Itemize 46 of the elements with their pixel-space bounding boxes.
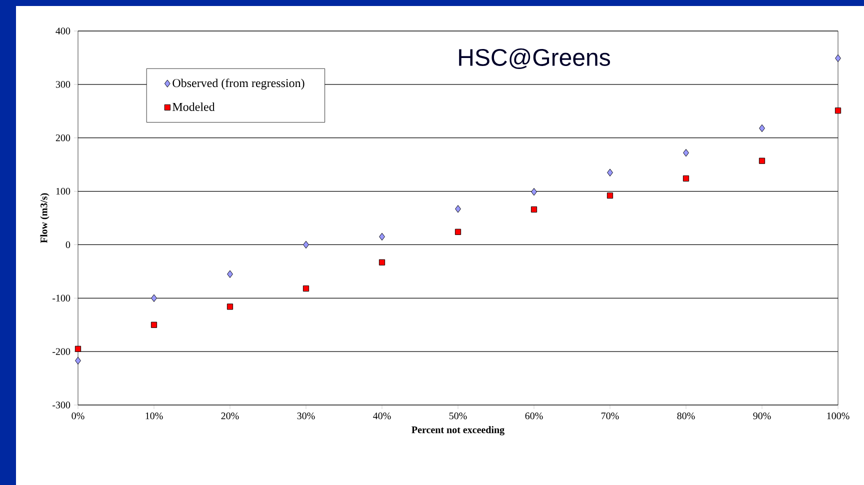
x-tick-label: 10% [146, 412, 163, 420]
x-axis-title: Percent not exceeding [412, 426, 504, 436]
point [303, 240, 309, 249]
point [455, 205, 461, 213]
point [454, 228, 462, 235]
x-tick-label: 50% [449, 412, 467, 420]
x-tick-label: 0% [72, 412, 84, 420]
x-tick-label: 40% [373, 412, 391, 420]
x-tick-label: 20% [221, 412, 239, 420]
point [151, 294, 157, 302]
point [150, 322, 158, 328]
y-tick-label: 400 [56, 28, 70, 34]
point [683, 148, 689, 157]
text: HSC@Greens [459, 48, 610, 70]
point [682, 175, 690, 182]
y-tick-label: 0 [66, 241, 70, 248]
x-tick-label: 30% [297, 412, 315, 420]
point [379, 232, 385, 241]
point [530, 206, 538, 212]
x-tick-label: 60% [525, 412, 543, 420]
x-tick-label: 90% [753, 412, 771, 420]
legend-label: Modeled [172, 102, 215, 111]
point [835, 54, 841, 62]
point [75, 356, 81, 365]
point [302, 285, 310, 292]
y-tick-label: 100 [56, 188, 70, 195]
x-tick-label: 100% [827, 412, 850, 420]
legend-label: Observed (from regression) [172, 78, 304, 90]
point [531, 188, 537, 196]
point [378, 259, 386, 266]
y-tick-label: 300 [56, 81, 70, 88]
y-tick-label: -300 [52, 402, 70, 408]
point [834, 108, 842, 114]
point [758, 158, 766, 164]
y-tick-label: 200 [56, 134, 70, 142]
y-axis-title: Flow (m3/s) [40, 193, 50, 243]
point [607, 168, 613, 176]
point [226, 304, 234, 310]
x-tick-label: 80% [677, 412, 695, 420]
x-tick-label: 70% [601, 412, 619, 420]
point [227, 270, 233, 278]
y-tick-label: -200 [52, 348, 70, 355]
y-tick-label: -100 [52, 294, 70, 302]
point [759, 124, 765, 132]
point [74, 346, 82, 352]
point [606, 192, 614, 199]
